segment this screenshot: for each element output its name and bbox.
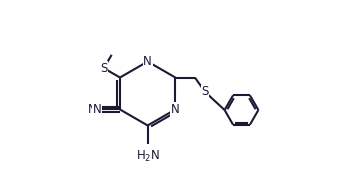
Text: N: N [143, 55, 152, 68]
Text: S: S [201, 85, 209, 98]
Text: S: S [100, 62, 108, 75]
Text: N: N [93, 103, 102, 116]
Text: H$_2$N: H$_2$N [135, 149, 160, 164]
Text: N: N [171, 103, 180, 116]
Text: N: N [88, 103, 97, 116]
